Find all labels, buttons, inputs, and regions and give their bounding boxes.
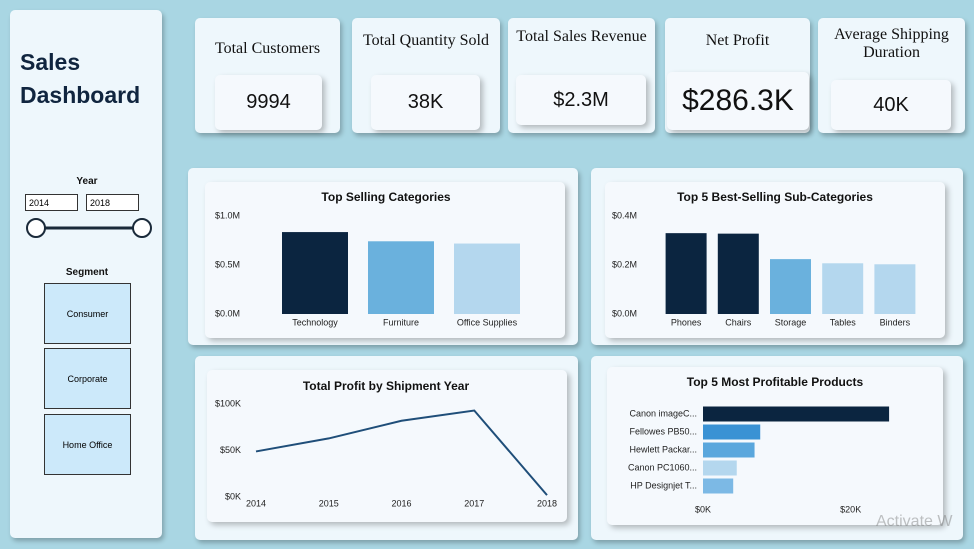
- x-tick-label: Furniture: [383, 317, 419, 327]
- line: [255, 409, 548, 496]
- x-tick-label: Chairs: [725, 317, 752, 327]
- x-tick-label: 2017: [464, 498, 484, 508]
- chart-panel: [207, 370, 567, 522]
- y-tick-label: $1.0M: [215, 210, 240, 220]
- year-from[interactable]: 2014: [25, 194, 78, 211]
- y-tick-label: $50K: [220, 445, 241, 455]
- x-tick-label: Phones: [671, 317, 702, 327]
- chart-title: Total Profit by Shipment Year: [303, 379, 470, 393]
- kpi-title: Average Shipping Duration: [834, 26, 949, 61]
- segment-button[interactable]: Home Office: [44, 414, 131, 475]
- kpi-title: Total Customers: [214, 40, 321, 57]
- y-tick-label: $0.2M: [612, 259, 637, 269]
- chart-panel: [607, 367, 943, 525]
- kpi-title: Total Quantity Sold: [363, 32, 489, 49]
- year-label: Year: [76, 176, 98, 187]
- kpi-value: 9994: [215, 75, 322, 130]
- x-tick-label: $20K: [840, 504, 861, 514]
- x-tick-label: Storage: [775, 317, 807, 327]
- y-tick-label: Canon PC1060...: [628, 462, 697, 472]
- bar: [454, 243, 520, 314]
- bar: [770, 259, 811, 314]
- watermark: Activate W: [876, 513, 953, 530]
- x-tick-label: 2018: [537, 498, 557, 508]
- y-tick-label: HP Designjet T...: [630, 480, 697, 490]
- x-tick-label: Binders: [880, 317, 911, 327]
- y-tick-label: $100K: [215, 398, 241, 408]
- y-tick-label: Canon imageC...: [629, 408, 697, 418]
- x-tick-label: $0K: [695, 504, 711, 514]
- chart-title: Top Selling Categories: [321, 190, 450, 204]
- kpi-value: $286.3K: [667, 72, 809, 130]
- x-tick-label: 2015: [319, 498, 339, 508]
- chart-title: Top 5 Best-Selling Sub-Categories: [677, 190, 873, 204]
- x-tick-label: Tables: [830, 317, 857, 327]
- y-tick-label: $0K: [225, 491, 241, 501]
- bar: [717, 233, 759, 314]
- y-tick-label: Fellowes PB50...: [629, 426, 697, 436]
- chart-title: Top 5 Most Profitable Products: [687, 375, 864, 389]
- y-tick-label: $0.5M: [215, 259, 240, 269]
- segment-button[interactable]: Corporate: [44, 348, 131, 409]
- x-tick-label: 2014: [246, 498, 266, 508]
- dashboard-title: Sales Dashboard: [20, 49, 141, 108]
- kpi-value: $2.3M: [516, 75, 646, 125]
- bar: [703, 478, 734, 494]
- x-tick-label: 2016: [391, 498, 411, 508]
- y-tick-label: $0.4M: [612, 210, 637, 220]
- bar: [822, 263, 864, 314]
- y-tick-label: Hewlett Packar...: [629, 444, 697, 454]
- segment-button[interactable]: Consumer: [44, 283, 131, 344]
- bar: [665, 233, 707, 314]
- x-tick-label: Technology: [292, 317, 338, 327]
- bar: [703, 406, 890, 422]
- kpi-title: Net Profit: [705, 32, 770, 49]
- kpi-title: Total Sales Revenue: [516, 28, 647, 45]
- year-to[interactable]: 2018: [86, 194, 139, 211]
- kpi-value: 38K: [371, 75, 480, 130]
- slider-handle[interactable]: [132, 218, 152, 238]
- slider-handle[interactable]: [26, 218, 46, 238]
- bar: [703, 442, 755, 458]
- kpi-value: 40K: [831, 80, 951, 130]
- bar: [874, 264, 916, 314]
- y-tick-label: $0.0M: [612, 308, 637, 318]
- bar: [282, 232, 348, 314]
- segment-label: Segment: [65, 267, 109, 278]
- bar: [703, 424, 761, 440]
- bar: [703, 460, 737, 476]
- y-tick-label: $0.0M: [215, 308, 240, 318]
- bar: [368, 241, 434, 314]
- x-tick-label: Office Supplies: [457, 317, 518, 327]
